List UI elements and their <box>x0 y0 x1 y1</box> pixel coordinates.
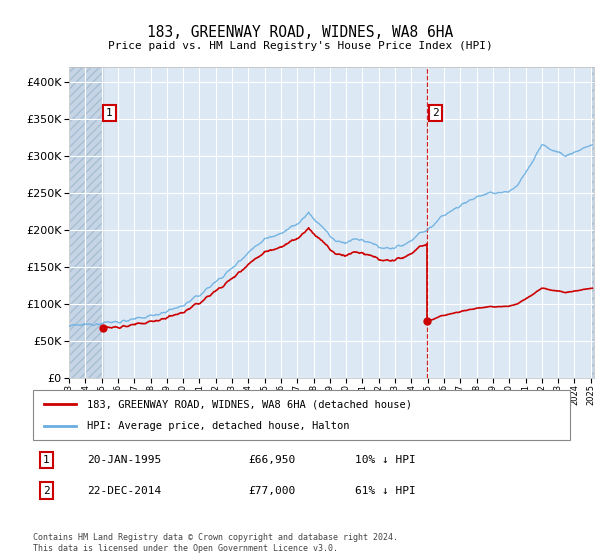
Text: 20-JAN-1995: 20-JAN-1995 <box>87 455 161 465</box>
Text: 183, GREENWAY ROAD, WIDNES, WA8 6HA: 183, GREENWAY ROAD, WIDNES, WA8 6HA <box>147 25 453 40</box>
Text: HPI: Average price, detached house, Halton: HPI: Average price, detached house, Halt… <box>87 421 349 431</box>
Text: 10% ↓ HPI: 10% ↓ HPI <box>355 455 416 465</box>
Text: 183, GREENWAY ROAD, WIDNES, WA8 6HA (detached house): 183, GREENWAY ROAD, WIDNES, WA8 6HA (det… <box>87 399 412 409</box>
Bar <box>591 67 594 378</box>
Bar <box>69 67 103 378</box>
Text: 1: 1 <box>106 108 113 118</box>
Text: £77,000: £77,000 <box>248 486 295 496</box>
Text: £66,950: £66,950 <box>248 455 295 465</box>
Text: 61% ↓ HPI: 61% ↓ HPI <box>355 486 416 496</box>
Text: 1: 1 <box>43 455 50 465</box>
Bar <box>591 67 594 378</box>
FancyBboxPatch shape <box>33 390 570 440</box>
Text: 2: 2 <box>432 108 439 118</box>
Text: Contains HM Land Registry data © Crown copyright and database right 2024.
This d: Contains HM Land Registry data © Crown c… <box>33 533 398 553</box>
Bar <box>69 67 103 378</box>
Text: 22-DEC-2014: 22-DEC-2014 <box>87 486 161 496</box>
Text: Price paid vs. HM Land Registry's House Price Index (HPI): Price paid vs. HM Land Registry's House … <box>107 41 493 51</box>
Text: 2: 2 <box>43 486 50 496</box>
